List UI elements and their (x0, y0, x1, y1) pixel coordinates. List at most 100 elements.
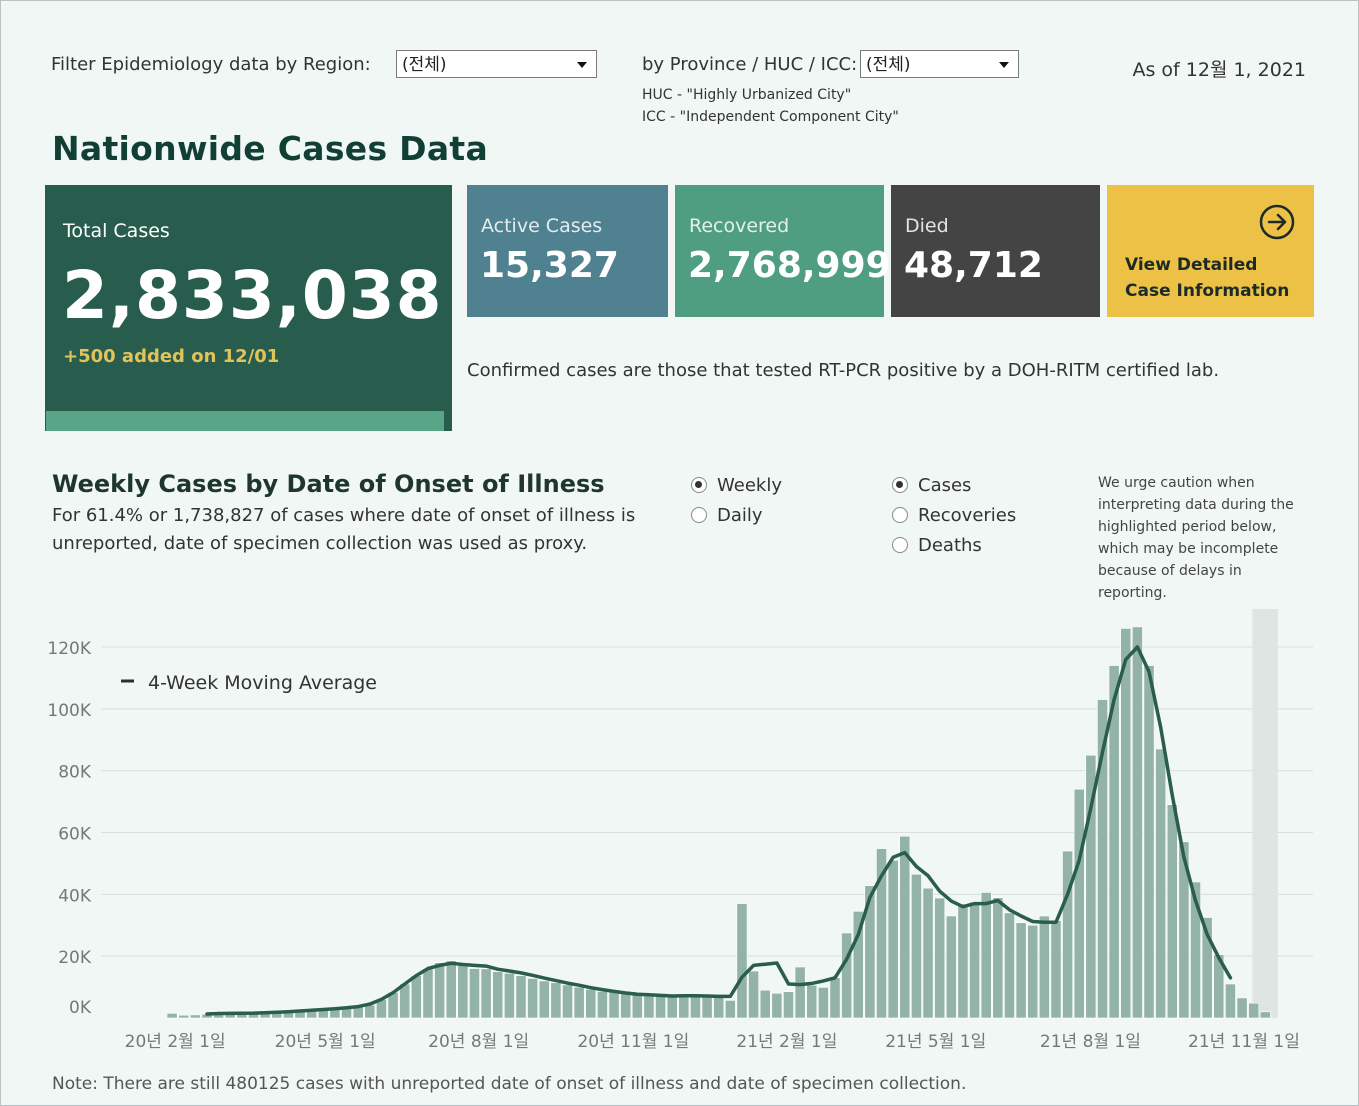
died-value: 48,712 (904, 245, 1043, 286)
highlight-period (1252, 609, 1278, 1018)
bar (562, 984, 573, 1019)
caution-line: interpreting data during the (1098, 497, 1294, 513)
caution-note: We urge caution when interpreting data d… (1098, 472, 1294, 604)
bar (445, 960, 457, 1019)
total-cases-bar (46, 411, 444, 431)
radio-daily-label: Daily (717, 505, 763, 526)
bar (817, 987, 829, 1019)
bar (1085, 754, 1097, 1019)
bar (1097, 699, 1108, 1019)
bar (1236, 997, 1248, 1019)
bar (503, 972, 515, 1019)
bar (457, 965, 469, 1019)
bar (515, 975, 527, 1019)
x-tick-label: 21년 2월 1일 (736, 1032, 837, 1052)
bar (666, 995, 678, 1019)
bar (620, 992, 632, 1019)
bar (899, 835, 911, 1019)
province-select-value: (전체) (866, 55, 911, 75)
y-tick-label: 100K (47, 701, 91, 721)
radio-dot (892, 537, 908, 553)
bar (352, 1006, 364, 1019)
x-tick-label: 21년 5월 1일 (885, 1032, 986, 1052)
region-filter-label: Filter Epidemiology data by Region: (51, 54, 371, 75)
view-detailed-line2: Case Information (1125, 281, 1290, 301)
total-cases-value: 2,833,038 (62, 257, 443, 334)
x-tick-label: 20년 8월 1일 (428, 1032, 529, 1052)
region-select-value: (전체) (402, 55, 447, 75)
x-tick-label: 20년 5월 1일 (275, 1032, 376, 1052)
bar (841, 932, 853, 1019)
bar (492, 971, 504, 1019)
total-cases-label: Total Cases (63, 220, 170, 242)
bar (934, 897, 946, 1019)
bar (527, 978, 539, 1019)
bar (887, 860, 899, 1019)
bar (1248, 1002, 1260, 1019)
bar (480, 968, 492, 1019)
radio-weekly-label: Weekly (717, 475, 782, 496)
bar (969, 901, 980, 1019)
caution-line: We urge caution when (1098, 475, 1255, 491)
region-select[interactable]: (전체) (396, 50, 597, 78)
bar (1004, 912, 1015, 1019)
bar (1073, 788, 1085, 1019)
bar (992, 897, 1004, 1019)
chart-subtitle-line2: unreported, date of specimen collection … (52, 533, 588, 554)
arrow-right-circle-icon (1259, 204, 1295, 240)
bar (713, 996, 725, 1019)
bar (1225, 983, 1236, 1019)
icc-note: ICC - "Independent Component City" (642, 109, 899, 125)
caution-line: because of delays in (1098, 563, 1242, 579)
y-tick-label: 80K (58, 763, 92, 783)
bar (678, 995, 690, 1019)
caution-line: highlighted period below, (1098, 519, 1277, 535)
bar (794, 966, 806, 1019)
bar (434, 962, 445, 1019)
active-cases-card: Active Cases 15,327 (467, 185, 668, 317)
bar (189, 1014, 201, 1019)
huc-note: HUC - "Highly Urbanized City" (642, 87, 852, 103)
confirmed-note: Confirmed cases are those that tested RT… (467, 360, 1220, 381)
bar (852, 911, 864, 1019)
bar (1038, 915, 1050, 1019)
y-axis-ticks: 0K 20K 40K 60K 80K 100K 120K (47, 639, 91, 1018)
total-cases-added: +500 added on 12/01 (63, 346, 280, 367)
bar (911, 873, 922, 1019)
recovered-value: 2,768,999 (688, 245, 891, 286)
bar (1259, 1011, 1271, 1019)
bar (864, 885, 876, 1019)
bar (759, 989, 771, 1019)
bar (573, 986, 585, 1019)
bar (748, 970, 759, 1019)
bar (806, 984, 818, 1019)
bar (1155, 748, 1167, 1019)
died-label: Died (905, 215, 949, 237)
bar (1050, 920, 1062, 1019)
footnote: Note: There are still 480125 cases with … (52, 1074, 967, 1094)
y-tick-label: 120K (47, 639, 91, 659)
caution-line: reporting. (1098, 585, 1167, 601)
bar (945, 915, 957, 1019)
province-filter-label: by Province / HUC / ICC: (642, 54, 858, 75)
bar (690, 993, 701, 1019)
y-tick-label: 20K (58, 948, 92, 968)
bar (783, 991, 794, 1019)
active-cases-label: Active Cases (481, 215, 603, 237)
bar (643, 995, 655, 1019)
bar (980, 892, 992, 1019)
bar (585, 988, 597, 1019)
bar (1027, 924, 1039, 1019)
view-detailed-button[interactable]: View Detailed Case Information (1107, 185, 1314, 317)
moving-average-path (205, 645, 1233, 1016)
active-cases-value: 15,327 (480, 245, 619, 286)
radio-recoveries-label: Recoveries (918, 505, 1017, 526)
radio-dot (691, 507, 707, 523)
radio-dot (892, 507, 908, 523)
province-select[interactable]: (전체) (860, 50, 1019, 78)
y-tick-label: 60K (58, 825, 92, 845)
bar (1131, 626, 1143, 1019)
bar (1120, 628, 1132, 1019)
radio-dot (691, 477, 707, 493)
bar (1166, 804, 1178, 1019)
